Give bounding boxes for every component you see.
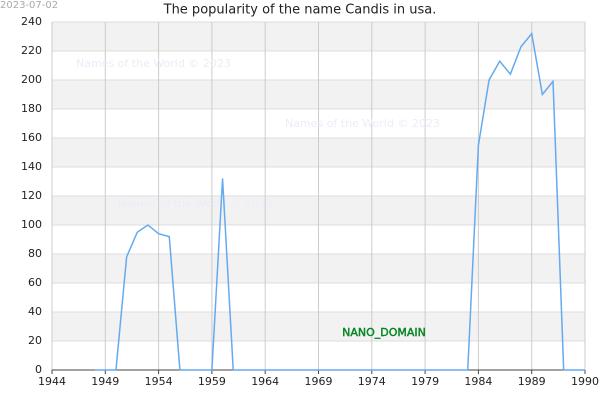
x-tick-label: 1990 xyxy=(571,375,599,388)
y-tick-label: 160 xyxy=(21,131,42,144)
x-tick-label: 1969 xyxy=(305,375,333,388)
y-tick-label: 60 xyxy=(28,276,42,289)
y-tick-label: 140 xyxy=(21,160,42,173)
y-tick-label: 80 xyxy=(28,247,42,260)
watermark: Names of the World © 2023 xyxy=(285,117,440,130)
x-tick-label: 1954 xyxy=(145,375,173,388)
x-tick-label: 1979 xyxy=(411,375,439,388)
x-tick-label: 1974 xyxy=(358,375,386,388)
watermark: Names of the World © 2023 xyxy=(76,57,231,70)
annotation: NANO_DOMAIN xyxy=(342,326,426,339)
line xyxy=(94,31,585,371)
x-tick-label: 1959 xyxy=(198,375,226,388)
y-tick-label: 0 xyxy=(35,363,42,376)
chart-title: The popularity of the name Candis in usa… xyxy=(163,3,437,18)
y-tick-label: 180 xyxy=(21,102,42,115)
x-tick-label: 1989 xyxy=(518,375,546,388)
y-tick-label: 240 xyxy=(21,15,42,28)
x-tick-label: 1984 xyxy=(464,375,492,388)
y-tick-label: 20 xyxy=(28,334,42,347)
x-tick-label: 1944 xyxy=(38,375,66,388)
y-tick-label: 220 xyxy=(21,44,42,57)
y-tick-label: 100 xyxy=(21,218,42,231)
y-tick-label: 40 xyxy=(28,305,42,318)
x-tick-label: 1964 xyxy=(251,375,279,388)
watermark: Names of the World © 2023 xyxy=(118,197,273,210)
y-tick-label: 200 xyxy=(21,73,42,86)
y-tick-label: 120 xyxy=(21,189,42,202)
date-stamp: 2023-07-02 xyxy=(0,0,58,11)
x-tick-label: 1949 xyxy=(91,375,119,388)
